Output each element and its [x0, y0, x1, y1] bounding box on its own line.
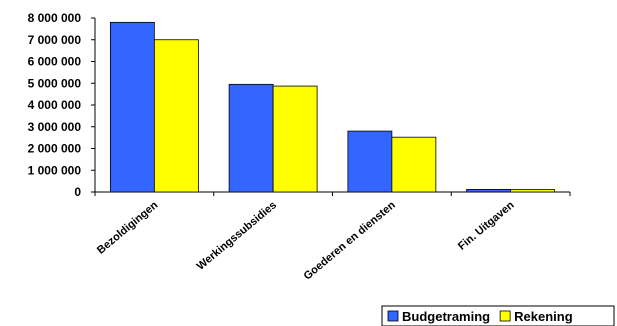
- y-tick-label: 1 000 000: [28, 163, 82, 177]
- y-tick-label: 0: [74, 185, 81, 199]
- y-tick-label: 2 000 000: [28, 142, 82, 156]
- y-tick-label: 3 000 000: [28, 120, 82, 134]
- x-category-label: Werkingssubsidies: [195, 199, 279, 273]
- y-axis: 0 1 000 000 2 000 000 3 000 000 4 000 000 5 0…: [28, 11, 96, 199]
- bar-budgetraming-1: [228, 83, 274, 193]
- y-tick-label: 8 000 000: [28, 11, 82, 25]
- y-tick-label: 6 000 000: [28, 55, 82, 69]
- y-tick-label: 5 000 000: [28, 76, 82, 90]
- bar-budgetraming-0: [109, 21, 155, 193]
- bar-rekening-2: [391, 136, 437, 193]
- legend-label: Rekening: [514, 309, 573, 324]
- bar-rekening-3: [510, 189, 556, 193]
- legend-label: Budgetraming: [402, 309, 490, 324]
- x-axis: [94, 191, 571, 196]
- x-category-label: Bezoldigingen: [95, 199, 161, 257]
- bar-rekening-1: [272, 85, 318, 193]
- y-tick-label: 7 000 000: [28, 33, 82, 47]
- bars: [109, 21, 556, 193]
- bar-budgetraming-3: [466, 188, 512, 193]
- x-category-label: Fin. Uitgaven: [456, 199, 517, 253]
- legend: Budgetraming Rekening: [381, 305, 615, 326]
- x-category-label: Goederen en diensten: [302, 199, 398, 283]
- bar-rekening-0: [153, 39, 199, 193]
- bar-budgetraming-2: [347, 130, 393, 193]
- y-tick-label: 4 000 000: [28, 98, 82, 112]
- legend-swatch: [499, 310, 511, 322]
- category-labels: Bezoldigingen Werkingssubsidies Goederen e…: [95, 199, 517, 283]
- legend-swatch: [387, 310, 399, 322]
- legend-box: [381, 305, 615, 326]
